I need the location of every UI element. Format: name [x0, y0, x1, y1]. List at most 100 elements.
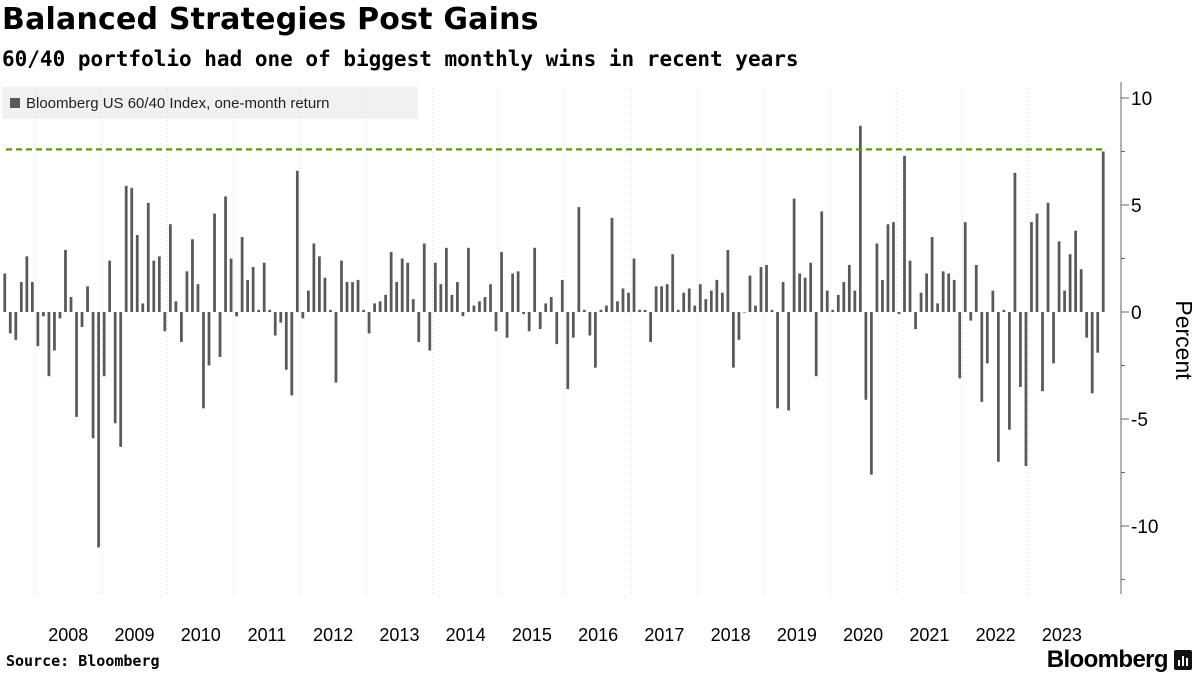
bar: [202, 312, 205, 409]
bar: [792, 198, 796, 312]
bar: [168, 224, 172, 312]
bar: [141, 303, 145, 312]
bar: [682, 292, 686, 312]
bar: [417, 312, 421, 342]
bar: [25, 256, 29, 312]
bar: [511, 273, 514, 312]
bar: [892, 222, 895, 312]
bar: [936, 303, 940, 312]
brand-logo-text: Bloomberg: [1046, 646, 1169, 673]
bar: [1090, 312, 1094, 394]
bar: [1057, 241, 1061, 312]
bar: [42, 312, 45, 317]
legend-label: Bloomberg US 60/40 Index, one-month retu…: [26, 94, 330, 112]
bar: [334, 312, 338, 383]
bar: [969, 312, 973, 321]
bar: [803, 277, 807, 312]
bar: [3, 273, 7, 312]
bar: [400, 258, 404, 312]
bar: [638, 309, 641, 312]
y-tick-label: -10: [1131, 517, 1158, 538]
bar: [312, 243, 316, 312]
bar: [53, 312, 56, 351]
bar: [1074, 230, 1078, 312]
x-tick-label: 2011: [248, 625, 287, 645]
bar: [770, 309, 774, 312]
bar: [351, 282, 354, 312]
bar: [903, 155, 906, 312]
bar: [687, 288, 691, 312]
bar: [544, 303, 548, 312]
bar: [709, 290, 713, 312]
bar: [858, 125, 862, 312]
bar: [726, 249, 730, 312]
bar: [367, 312, 371, 334]
bar: [257, 309, 261, 312]
bar: [1030, 222, 1033, 312]
bar: [814, 312, 818, 377]
bar: [80, 312, 84, 327]
bar: [1019, 312, 1022, 387]
bar: [124, 185, 128, 312]
bar: [406, 262, 410, 312]
bar: [213, 213, 216, 312]
bar: [19, 282, 23, 312]
bar: [853, 290, 857, 312]
bar: [660, 286, 664, 312]
bar: [1096, 312, 1100, 353]
x-tick-label: 2020: [843, 625, 883, 645]
chart-subtitle: 60/40 portfolio had one of biggest month…: [2, 47, 799, 71]
bar: [1063, 290, 1066, 312]
y-axis: 10 5 0 -5 -10 Percent: [1120, 82, 1197, 594]
bar: [533, 247, 537, 312]
bar: [588, 312, 592, 336]
bar: [251, 267, 255, 312]
bar: [356, 279, 360, 312]
bar: [1008, 312, 1011, 430]
x-tick-label: 2018: [711, 625, 751, 645]
bar: [235, 312, 238, 317]
bar: [146, 202, 150, 312]
x-tick-label: 2017: [644, 625, 684, 645]
bar: [180, 312, 183, 342]
x-tick-label: 2015: [512, 625, 552, 645]
bar: [500, 252, 503, 312]
bar: [1085, 312, 1089, 338]
bar: [1068, 254, 1072, 312]
bar: [908, 260, 912, 312]
bar: [86, 286, 89, 312]
bar: [174, 301, 178, 312]
bar: [1002, 309, 1006, 312]
bar: [329, 309, 332, 312]
bar: [97, 312, 100, 548]
bar: [627, 292, 630, 312]
bar: [224, 196, 227, 312]
bar: [246, 279, 250, 312]
x-tick-label: 2019: [777, 625, 817, 645]
bar: [1052, 312, 1055, 364]
bar: [781, 282, 785, 312]
bar: [947, 273, 951, 312]
bar: [754, 305, 757, 312]
bar: [1101, 151, 1105, 312]
bar: [715, 279, 719, 312]
chart-title: Balanced Strategies Post Gains: [2, 2, 539, 37]
x-tick-label: 2022: [976, 625, 1016, 645]
x-axis-labels: 2008 2009 2010 2011 2012 2013 2014 2015 2016 2017…: [48, 625, 1082, 645]
bar: [113, 312, 117, 424]
bar: [8, 312, 12, 334]
bar: [720, 292, 724, 312]
legend-swatch: [10, 98, 20, 108]
bar: [704, 299, 708, 312]
bar: [384, 294, 388, 312]
bar: [925, 273, 928, 312]
bar: [693, 305, 697, 312]
bar: [456, 282, 459, 312]
bar: [941, 271, 945, 312]
bar: [809, 262, 813, 312]
bar: [549, 297, 553, 312]
bar: [306, 290, 310, 312]
bar: [47, 312, 51, 377]
bar: [157, 256, 161, 312]
bar: [610, 217, 614, 312]
